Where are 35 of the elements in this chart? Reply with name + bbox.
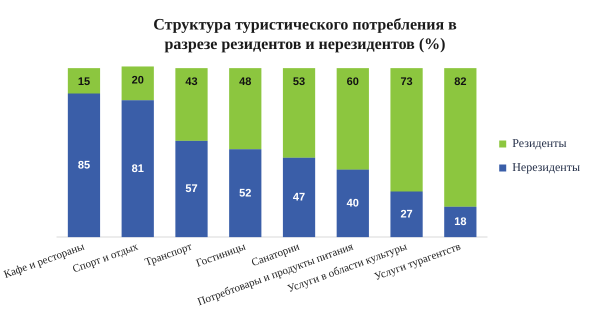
bar xyxy=(122,66,154,100)
bar xyxy=(229,149,262,238)
bar xyxy=(336,68,369,170)
data-label: 43 xyxy=(185,76,198,88)
data-label: 15 xyxy=(78,76,90,88)
bar xyxy=(336,170,369,238)
data-label: 40 xyxy=(346,197,359,210)
bar xyxy=(68,93,100,238)
bar xyxy=(175,68,208,141)
bar xyxy=(444,206,476,238)
legend-label: Нерезиденты xyxy=(512,160,580,174)
data-label: 82 xyxy=(454,76,466,88)
bar xyxy=(282,68,316,158)
data-label: 81 xyxy=(132,162,144,175)
bar xyxy=(390,68,423,192)
bar xyxy=(390,192,423,238)
data-label: 53 xyxy=(292,76,306,88)
legend-label: Резиденты xyxy=(512,136,567,150)
bar xyxy=(68,68,100,94)
data-label: 60 xyxy=(346,76,359,88)
bar xyxy=(122,100,154,238)
data-label: 27 xyxy=(400,208,413,220)
data-label: 47 xyxy=(292,192,306,204)
data-label: 48 xyxy=(239,76,252,88)
bar xyxy=(282,158,316,238)
data-label: 52 xyxy=(239,187,252,200)
bar xyxy=(444,68,476,207)
data-label: 20 xyxy=(132,74,144,86)
chart-title: Структура туристического потребления в разрезе резидентов и нерезидентов (%) xyxy=(153,16,458,53)
data-label: 73 xyxy=(400,76,413,88)
data-label: 18 xyxy=(454,216,466,228)
bar xyxy=(175,140,208,238)
bar xyxy=(229,68,262,150)
data-label: 85 xyxy=(78,159,90,172)
data-label: 57 xyxy=(185,183,198,196)
